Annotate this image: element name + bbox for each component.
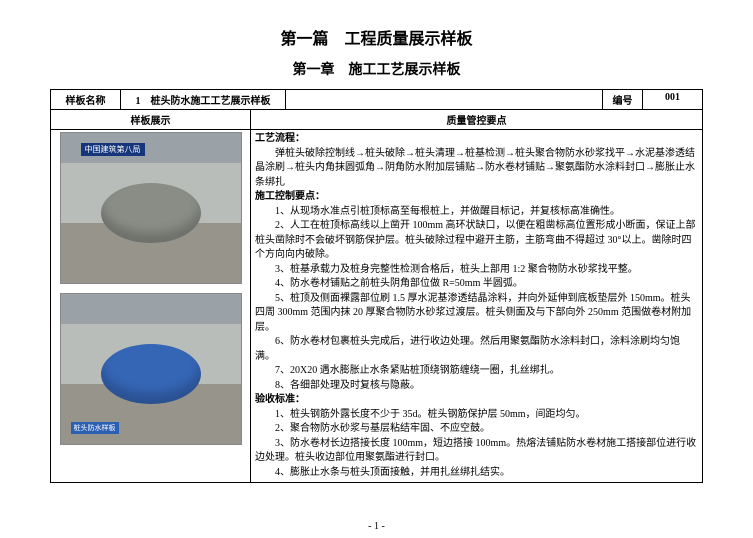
verify-4: 4、膨胀止水条与桩头顶面接触，并用扎丝绑扎结实。 [255,466,698,481]
photo-label-2: 桩头防水样板 [71,422,119,434]
code-value-cell: 001 [643,90,703,110]
photo-column: 中国建筑第八局 桩头做法 桩头防水样板 [51,130,251,483]
sub-title: 第一章 施工工艺展示样板 [50,59,703,79]
spec-table: 样板名称 1 桩头防水施工工艺展示样板 编号 001 样板展示 质量管控要点 中… [50,89,703,483]
acceptance-heading: 验收标准： [255,394,305,405]
item-3: 3、桩基承载力及桩身完整性检测合格后，桩头上部用 1:2 聚合物防水砂浆找平整。 [255,263,698,278]
display-header: 样板展示 [51,110,251,130]
verify-3: 3、防水卷材长边搭接长度 100mm，短边搭接 100mm。热熔法铺贴防水卷材施… [255,437,698,466]
process-text: 弹桩头破除控制线→桩头破除→桩头清理→桩基检测→桩头聚合物防水砂浆找平→水泥基渗… [255,147,698,191]
name-value-cell [286,90,603,110]
verify-1: 1、桩头钢筋外露长度不少于 35d。桩头钢筋保护层 50mm，间距均匀。 [255,408,698,423]
name-label-cell: 样板名称 [51,90,121,110]
document-page: 第一篇 工程质量展示样板 第一章 施工工艺展示样板 样板名称 1 桩头防水施工工… [0,0,753,538]
process-heading: 工艺流程： [255,133,305,144]
sample-photo-2: 桩头防水样板 [60,293,242,445]
index-cell: 1 桩头防水施工工艺展示样板 [121,90,286,110]
photo-banner: 中国建筑第八局 [81,143,145,156]
item-4: 4、防水卷材铺贴之前桩头阴角部位做 R=50mm 半圆弧。 [255,277,698,292]
item-1: 1、从现场水准点引桩顶标高至每根桩上，并做醒目标记，并复核标高准确性。 [255,205,698,220]
item-8: 8、各细部处理及时复核与隐蔽。 [255,379,698,394]
content-text: 工艺流程： 弹桩头破除控制线→桩头破除→桩头清理→桩基检测→桩头聚合物防水砂浆找… [255,132,698,480]
photo-label-1: 桩头做法 [136,193,170,205]
section-row: 样板展示 质量管控要点 [51,110,703,130]
page-number: - 1 - [0,521,753,532]
item-5: 5、桩顶及侧面裸露部位刷 1.5 厚水泥基渗透结晶涂料，并向外延伸到底板垫层外 … [255,292,698,336]
content-column: 工艺流程： 弹桩头破除控制线→桩头破除→桩头清理→桩基检测→桩头聚合物防水砂浆找… [251,130,703,483]
verify-2: 2、聚合物防水砂浆与基层粘结牢固、不应空鼓。 [255,422,698,437]
item-2: 2、人工在桩顶标高线以上凿开 100mm 高环状缺口，以便在粗凿标高位置形成小断… [255,219,698,263]
main-title: 第一篇 工程质量展示样板 [50,25,703,49]
item-6: 6、防水卷材包裹桩头完成后，进行收边处理。然后用聚氨酯防水涂料封口，涂料涂刷均匀… [255,335,698,364]
code-label-cell: 编号 [603,90,643,110]
item-7: 7、20X20 遇水膨胀止水条紧贴桩顶绕钢筋缠绕一圈，扎丝绑扎。 [255,364,698,379]
sample-photo-1: 中国建筑第八局 桩头做法 [60,132,242,284]
quality-header: 质量管控要点 [251,110,703,130]
control-heading: 施工控制要点： [255,191,325,202]
table-header-row: 样板名称 1 桩头防水施工工艺展示样板 编号 001 [51,90,703,110]
content-row: 中国建筑第八局 桩头做法 桩头防水样板 工艺流程： 弹桩头破除控制线→桩头破除→… [51,130,703,483]
